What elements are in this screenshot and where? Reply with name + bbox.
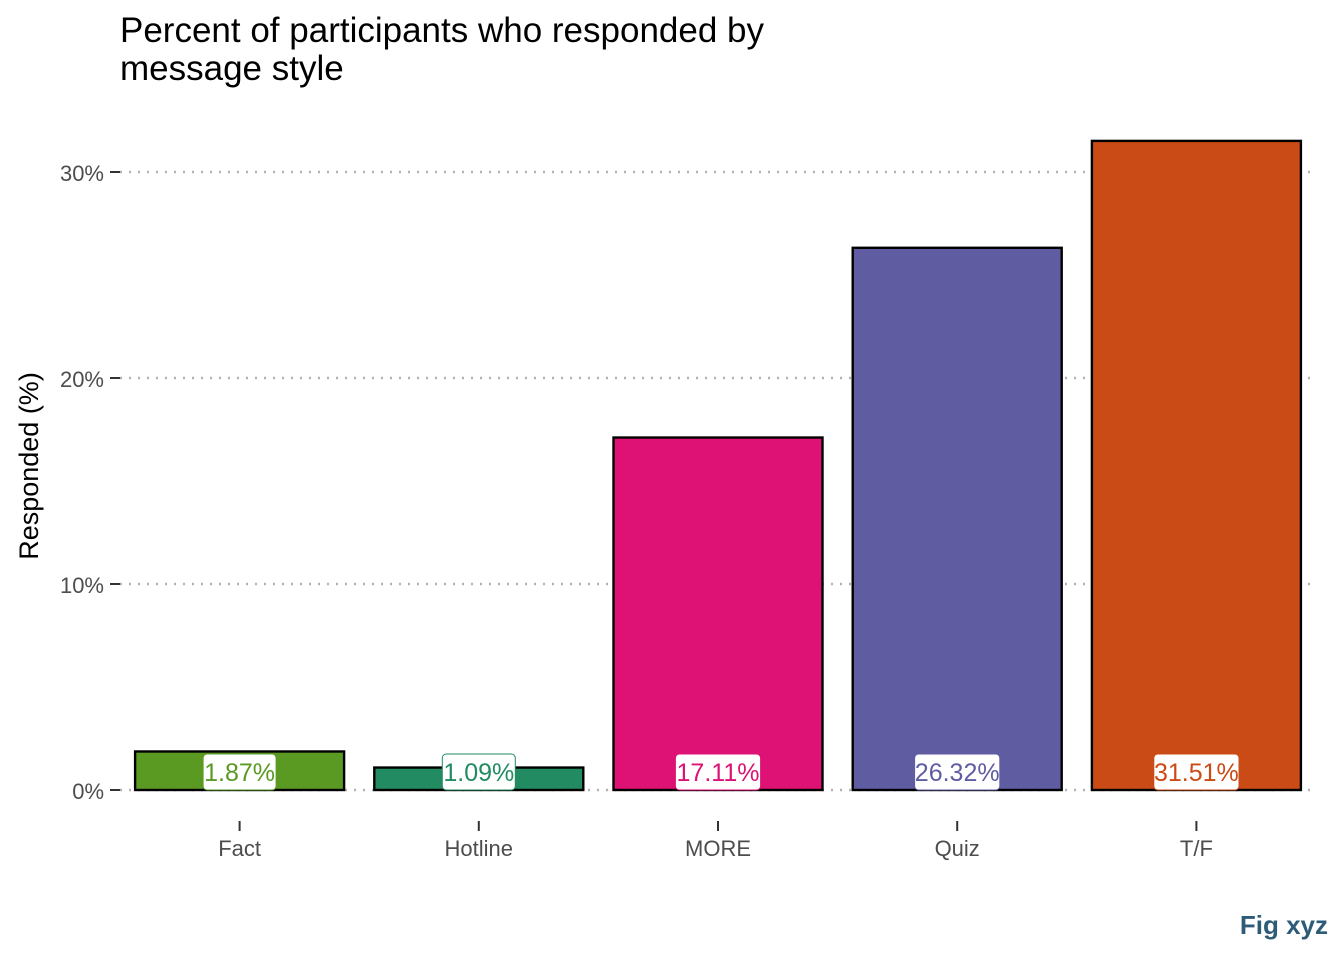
axes: 0% 10% 20% 30% Fact Hotline MORE Quiz T/F xyxy=(60,161,1213,861)
x-tick-label: Quiz xyxy=(935,836,980,861)
bar-more xyxy=(612,436,824,792)
bar-t-f xyxy=(1090,139,1303,792)
x-tick-label: T/F xyxy=(1180,836,1213,861)
value-label: 17.11% xyxy=(677,759,760,787)
value-label-box xyxy=(202,753,277,791)
value-label: 1.87% xyxy=(204,759,275,787)
figure-caption: Fig xyz xyxy=(1239,910,1328,940)
x-tick-label: Hotline xyxy=(445,836,513,861)
y-tick-label: 30% xyxy=(60,161,104,186)
y-axis-title: Responded (%) xyxy=(14,372,44,560)
value-labels: 1.87% 1.09% 17.11% 26.32% 31.51% xyxy=(202,753,1240,791)
bars xyxy=(133,139,1303,792)
y-tick-label: 0% xyxy=(72,779,104,804)
value-label: 26.32% xyxy=(915,759,1000,787)
x-tick-label: MORE xyxy=(685,836,751,861)
value-label-box xyxy=(914,753,1001,791)
value-label-box xyxy=(1153,753,1240,791)
x-tick-label: Fact xyxy=(218,836,261,861)
bar-quiz xyxy=(851,246,1063,792)
y-tick-label: 10% xyxy=(60,573,104,598)
value-label-box xyxy=(441,753,516,791)
value-label: 1.09% xyxy=(443,759,514,787)
y-tick-label: 20% xyxy=(60,367,104,392)
value-label: 31.51% xyxy=(1154,759,1239,787)
chart-title: Percent of participants who responded by… xyxy=(120,11,764,88)
value-label-box xyxy=(674,753,762,791)
